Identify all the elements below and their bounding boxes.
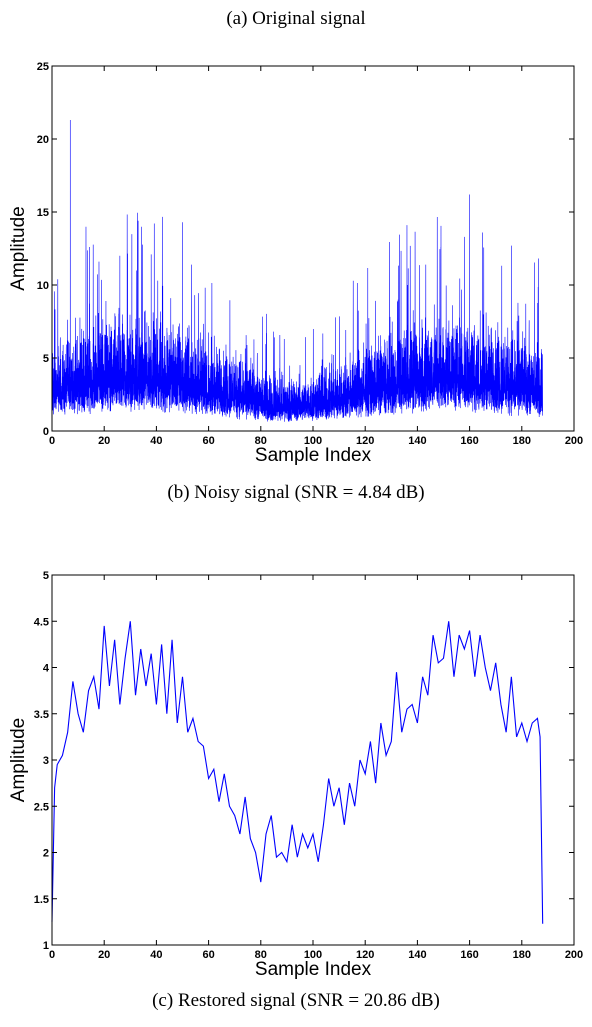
x-tick-label: 180 bbox=[513, 949, 531, 961]
x-tick-label: 160 bbox=[460, 949, 478, 961]
y-tick-label: 10 bbox=[37, 280, 49, 292]
y-tick-label: 4.5 bbox=[34, 616, 49, 628]
y-tick-label: 1 bbox=[43, 940, 49, 952]
y-tick-label: 5 bbox=[43, 570, 49, 582]
caption-restored-signal: (c) Restored signal (SNR = 20.86 dB) bbox=[152, 990, 440, 1011]
x-tick-label: 120 bbox=[356, 949, 374, 961]
y-tick-label: 4 bbox=[43, 663, 50, 675]
x-tick-label: 180 bbox=[513, 435, 531, 447]
signal-line bbox=[51, 621, 544, 924]
x-tick-label: 200 bbox=[565, 435, 583, 447]
x-tick-label: 140 bbox=[408, 949, 426, 961]
x-tick-label: 40 bbox=[150, 435, 162, 447]
x-tick-label: 40 bbox=[150, 949, 162, 961]
y-tick-label: 2 bbox=[43, 848, 49, 860]
x-tick-label: 0 bbox=[49, 435, 55, 447]
y-tick-label: 1.5 bbox=[34, 894, 49, 906]
x-tick-label: 100 bbox=[304, 949, 322, 961]
restored-signal-chart: 0 20 40 60 80 100 120 140 160 180 200 1 1.5 2 2.5 3 3.5 4… bbox=[8, 570, 583, 980]
x-tick-label: 60 bbox=[202, 435, 214, 447]
y-tick-label: 15 bbox=[37, 207, 49, 219]
y-axis-label: Amplitude bbox=[8, 718, 29, 803]
x-tick-label: 100 bbox=[304, 435, 322, 447]
x-tick-label: 60 bbox=[202, 949, 214, 961]
caption-noisy-signal: (b) Noisy signal (SNR = 4.84 dB) bbox=[167, 482, 425, 503]
y-tick-label: 3 bbox=[43, 755, 49, 767]
y-tick-label: 2.5 bbox=[34, 801, 49, 813]
plot-frame bbox=[51, 574, 575, 946]
x-tick-label: 200 bbox=[565, 949, 583, 961]
y-tick-label: 25 bbox=[37, 61, 49, 73]
y-tick-label: 20 bbox=[37, 134, 49, 146]
x-tick-label: 80 bbox=[255, 435, 267, 447]
y-tick-label: 3.5 bbox=[34, 709, 49, 721]
x-axis-label: Sample Index bbox=[255, 959, 372, 980]
x-tick-label: 120 bbox=[356, 435, 374, 447]
x-tick-label: 160 bbox=[460, 435, 478, 447]
signal-line bbox=[51, 120, 543, 422]
noisy-signal-chart: 0 20 40 60 80 100 120 140 160 180 200 0 5 10 15 20 25 Sam… bbox=[8, 61, 583, 466]
y-axis-label: Amplitude bbox=[8, 206, 29, 291]
caption-original-signal: (a) Original signal bbox=[226, 8, 366, 29]
x-axis-label: Sample Index bbox=[255, 445, 372, 466]
x-tick-label: 140 bbox=[408, 435, 426, 447]
x-tick-label: 20 bbox=[98, 949, 110, 961]
y-tick-label: 0 bbox=[43, 426, 49, 438]
x-tick-label: 20 bbox=[98, 435, 110, 447]
x-tick-label: 80 bbox=[255, 949, 267, 961]
y-tick-label: 5 bbox=[43, 353, 49, 365]
x-tick-label: 0 bbox=[49, 949, 55, 961]
